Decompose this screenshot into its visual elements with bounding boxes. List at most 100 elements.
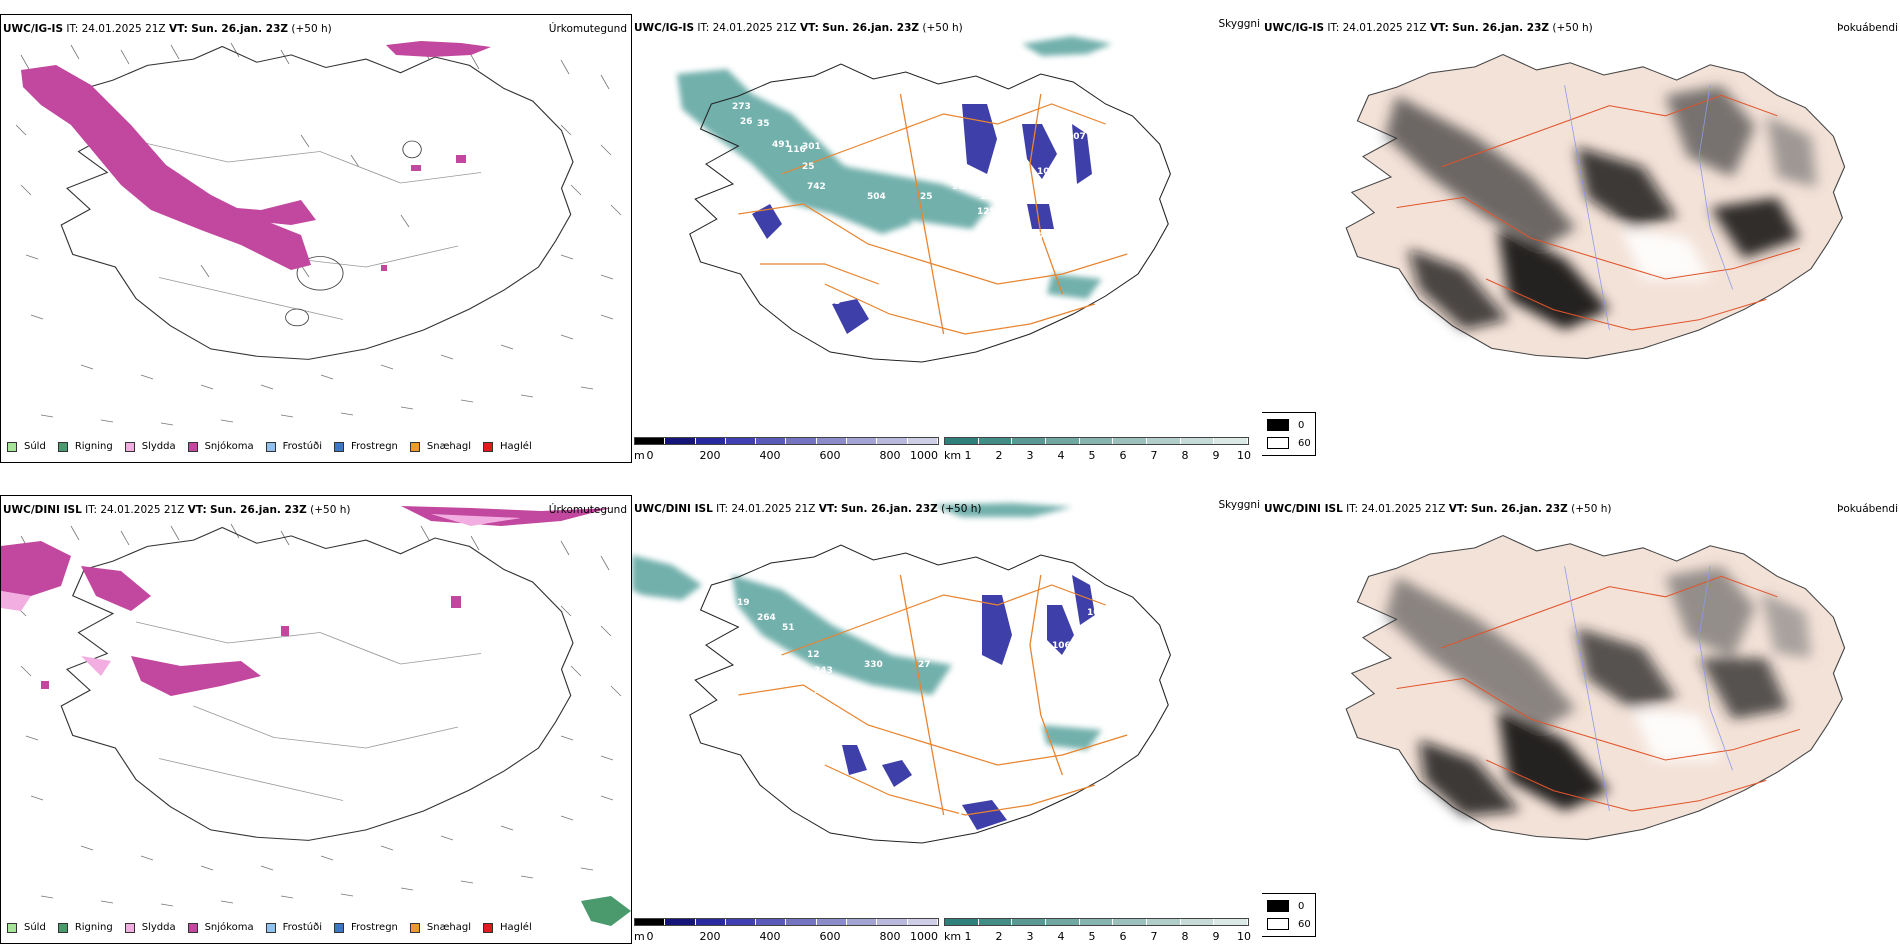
svg-text:109: 109 [1004,680,1023,690]
tick-label: 3 [1026,449,1034,462]
tick-label: 7 [1150,930,1158,943]
fog-panel-1: UWC/IG-IS IT: 24.01.2025 21Z VT: Sun. 26… [1262,14,1900,463]
tick-label: 1 [964,449,972,462]
fog-title-1: UWC/IG-IS IT: 24.01.2025 21Z VT: Sun. 26… [1264,22,1593,34]
svg-text:25: 25 [920,192,933,202]
tick-label: 200 [699,449,721,462]
fog-legend-1: 0 60 [1262,412,1316,456]
legend-item-snjokoma: Snjókoma [187,441,254,452]
visibility-colorbar-1: km 1 2 3 4 5 6 7 8 9 10 [944,437,1256,463]
precip-type-label-2: Úrkomutegund [548,504,627,516]
legend-swatch [124,441,135,452]
legend-swatch [57,922,68,933]
svg-text:12: 12 [807,650,820,660]
legend-swatch [265,922,276,933]
legend-item-sudl: Súld [7,441,46,452]
tick-label: 1000 [910,449,938,462]
legend-item-frostregn: Frostregn [334,922,398,933]
svg-text:137: 137 [912,778,931,788]
tick-label: 4 [1057,930,1065,943]
tick-label: 8 [1181,930,1189,943]
tick-label: 1000 [910,930,938,943]
legend-item-haglel: Haglél [483,922,532,933]
legend-swatch [334,441,344,452]
svg-text:102: 102 [1052,192,1071,202]
svg-text:17: 17 [1032,232,1045,242]
tick-label: 3 [1026,930,1034,943]
skyggni-label-2: Skyggni [1218,499,1261,511]
snow-areas [21,41,491,271]
svg-text:16: 16 [1022,252,1035,262]
precip-title-1: UWC/IG-IS IT: 24.01.2025 21Z VT: Sun. 26… [3,23,332,35]
svg-text:105: 105 [1037,167,1056,177]
svg-text:125: 125 [1087,623,1106,633]
legend-swatch [483,441,494,452]
fog-swatch-dark [1267,419,1289,431]
legend-swatch [265,441,276,452]
legend-swatch [187,922,198,933]
svg-text:96: 96 [952,182,965,192]
tick-label: 10 [1237,930,1251,943]
fog-label-2: Þokuábendi [1837,503,1898,515]
legend-item-frostregn: Frostregn [334,441,398,452]
svg-text:114: 114 [980,192,999,202]
svg-text:264: 264 [757,613,776,623]
legend-swatch [124,922,135,933]
svg-text:491: 491 [772,140,791,150]
precip-panel-1: UWC/IG-IS IT: 24.01.2025 21Z VT: Sun. 26… [0,14,632,463]
svg-text:51: 51 [782,623,795,633]
tick-label: 0 [646,930,654,943]
svg-text:35: 35 [757,119,770,129]
svg-text:145: 145 [864,746,883,756]
legend-item-slydda: Slydda [124,922,176,933]
precip-legend-2: Súld Rigning Slydda Snjókoma Frostúði Fr… [7,922,544,933]
precip-type-label-1: Úrkomutegund [548,23,627,35]
sky-map-1: 273 26 35 491 116 301 25 742 504 25 114 … [677,36,1171,363]
tick-label: 200 [699,930,721,943]
tick-label: 800 [879,449,901,462]
legend-item-frostudi: Frostúði [265,441,322,452]
legend-item-haglel: Haglél [483,441,532,452]
fog-panel-2: UWC/DINI ISL IT: 24.01.2025 21Z VT: Sun.… [1262,495,1900,944]
sky-panel-2: 148 19 264 51 12 343 330 27 120 109 106 … [632,495,1262,944]
svg-text:114: 114 [944,812,963,822]
tick-label: 6 [1119,930,1127,943]
cloudbase-unit: m [634,930,645,943]
svg-text:148: 148 [637,638,656,648]
precip-panel-2: UWC/DINI ISL IT: 24.01.2025 21Z VT: Sun.… [0,495,632,944]
tick-label: 10 [1237,449,1251,462]
fog-map-1 [1345,54,1846,360]
svg-text:25: 25 [802,162,815,172]
legend-item-sudl: Súld [7,922,46,933]
tick-label: 600 [819,930,841,943]
precip-map-2 [1,506,631,926]
tick-label: 1 [964,930,972,943]
tick-label: 7 [1150,449,1158,462]
svg-text:116: 116 [787,145,806,155]
svg-text:27: 27 [918,660,931,670]
svg-text:26: 26 [814,686,827,696]
cloudbase-colorbar-2: m 0 200 400 600 800 1000 [634,918,944,944]
cloudbase-colorbar-1: m 0 200 400 600 800 1000 [634,437,944,463]
tick-label: 5 [1088,930,1096,943]
sky-map-2: 148 19 264 51 12 343 330 27 120 109 106 … [632,503,1171,844]
legend-item-snjokoma: Snjókoma [187,922,254,933]
cloudbase-unit: m [634,449,645,462]
svg-text:273: 273 [732,102,751,112]
cloudbase-labels-1: 273 26 35 491 116 301 25 742 504 25 114 … [732,102,1086,307]
tick-label: 9 [1212,449,1220,462]
svg-text:125: 125 [977,207,996,217]
sky-title-1: UWC/IG-IS IT: 24.01.2025 21Z VT: Sun. 26… [634,22,963,34]
legend-swatch [334,922,344,933]
svg-text:26: 26 [740,117,753,127]
svg-text:107: 107 [1067,132,1086,142]
visibility-unit: km [944,449,962,462]
fog-swatch-light [1267,437,1289,449]
tick-label: 600 [819,449,841,462]
legend-item-snaehagl: Snæhagl [409,441,471,452]
svg-text:87: 87 [854,730,867,740]
legend-item-rigning: Rigning [57,441,113,452]
fog-legend-2: 0 60 [1262,893,1316,937]
sky-title-2: UWC/DINI ISL IT: 24.01.2025 21Z VT: Sun.… [634,503,982,515]
legend-swatch [483,922,494,933]
